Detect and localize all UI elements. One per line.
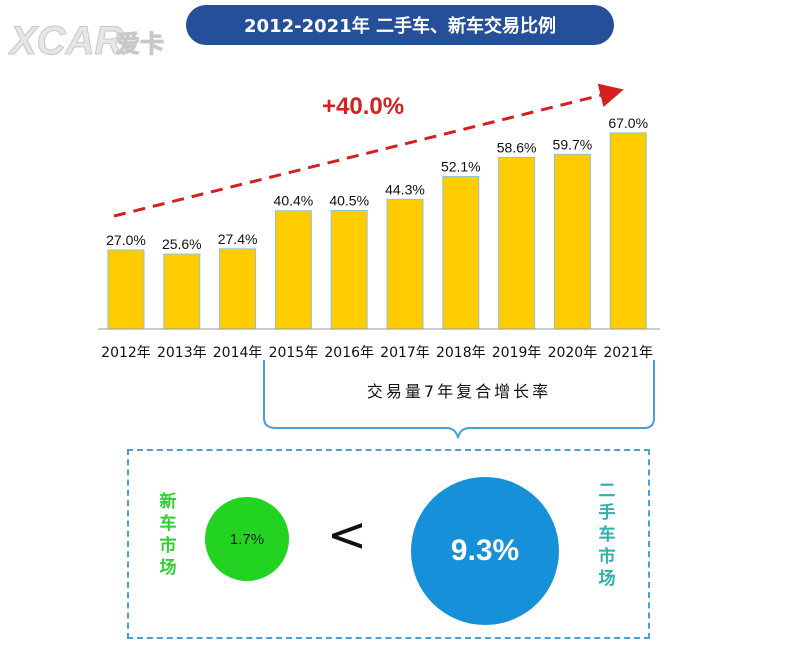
- comparison-panel: [127, 449, 650, 639]
- bar-2020年: [553, 153, 591, 330]
- x-tick-label-2014年: 2014年: [213, 345, 263, 361]
- value-label-2014年: 27.4%: [218, 231, 258, 247]
- bar-2012年: [107, 249, 145, 330]
- value-label-2021年: 67.0%: [608, 115, 648, 131]
- x-tick-label-2019年: 2019年: [492, 345, 542, 361]
- bar-2019年: [498, 156, 536, 330]
- bar-2016年: [330, 209, 368, 330]
- value-label-2019年: 58.6%: [497, 139, 537, 155]
- x-tick-label-2013年: 2013年: [157, 345, 207, 361]
- used-market-label: 二手车市场: [598, 481, 616, 589]
- bar-2015年: [274, 210, 312, 330]
- used-market-circle: 9.3%: [411, 477, 559, 625]
- chart-title: 2012-2021年 二手车、新车交易比例: [244, 16, 556, 37]
- value-label-2020年: 59.7%: [553, 136, 593, 152]
- x-tick-label-2015年: 2015年: [269, 345, 319, 361]
- svg-text:爱卡: 爱卡: [116, 30, 164, 58]
- value-label-2012年: 27.0%: [106, 232, 146, 248]
- bars-layer: [107, 132, 647, 330]
- x-tick-label-2020年: 2020年: [548, 345, 598, 361]
- value-label-2013年: 25.6%: [162, 236, 202, 252]
- cagr-brace: [263, 360, 655, 439]
- svg-text:XCAR: XCAR: [8, 19, 123, 63]
- value-label-2017年: 44.3%: [385, 181, 425, 197]
- bar-2021年: [609, 132, 647, 330]
- value-label-2015年: 40.4%: [274, 193, 314, 209]
- trend-arrow: [113, 83, 624, 218]
- x-labels-layer: 2012年 2013年 2014年 2015年 2016年 2017年 2018年 2019年…: [101, 345, 653, 361]
- value-label-2016年: 40.5%: [329, 192, 369, 208]
- growth-annotation: +40.0%: [322, 93, 404, 120]
- value-label-2018年: 52.1%: [441, 159, 481, 175]
- bar-2017年: [386, 198, 424, 330]
- x-tick-label-2016年: 2016年: [324, 345, 374, 361]
- xcar-logo: XCAR 爱卡: [8, 19, 165, 64]
- x-tick-label-2021年: 2021年: [603, 345, 653, 361]
- x-tick-label-2012年: 2012年: [101, 345, 151, 361]
- new-market-value: 1.7%: [229, 530, 265, 548]
- chart-title-banner: 2012-2021年 二手车、新车交易比例: [186, 5, 614, 45]
- x-tick-label-2017年: 2017年: [380, 345, 430, 361]
- bar-2018年: [442, 176, 480, 330]
- cagr-caption: 交易量7年复合增长率: [367, 382, 551, 401]
- bar-2013年: [163, 253, 201, 330]
- x-tick-label-2018年: 2018年: [436, 345, 486, 361]
- new-market-label: 新车市场: [159, 492, 177, 578]
- value-labels-layer: 27.0% 25.6% 27.4% 40.4% 40.5% 44.3% 52.1% 58.6%…: [106, 115, 648, 252]
- less-than-operator: <: [326, 507, 368, 563]
- bar-2014年: [219, 248, 257, 330]
- new-market-circle: 1.7%: [205, 497, 289, 581]
- used-market-value: 9.3%: [450, 534, 520, 567]
